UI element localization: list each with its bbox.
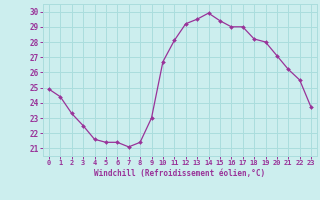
X-axis label: Windchill (Refroidissement éolien,°C): Windchill (Refroidissement éolien,°C) [94, 169, 266, 178]
